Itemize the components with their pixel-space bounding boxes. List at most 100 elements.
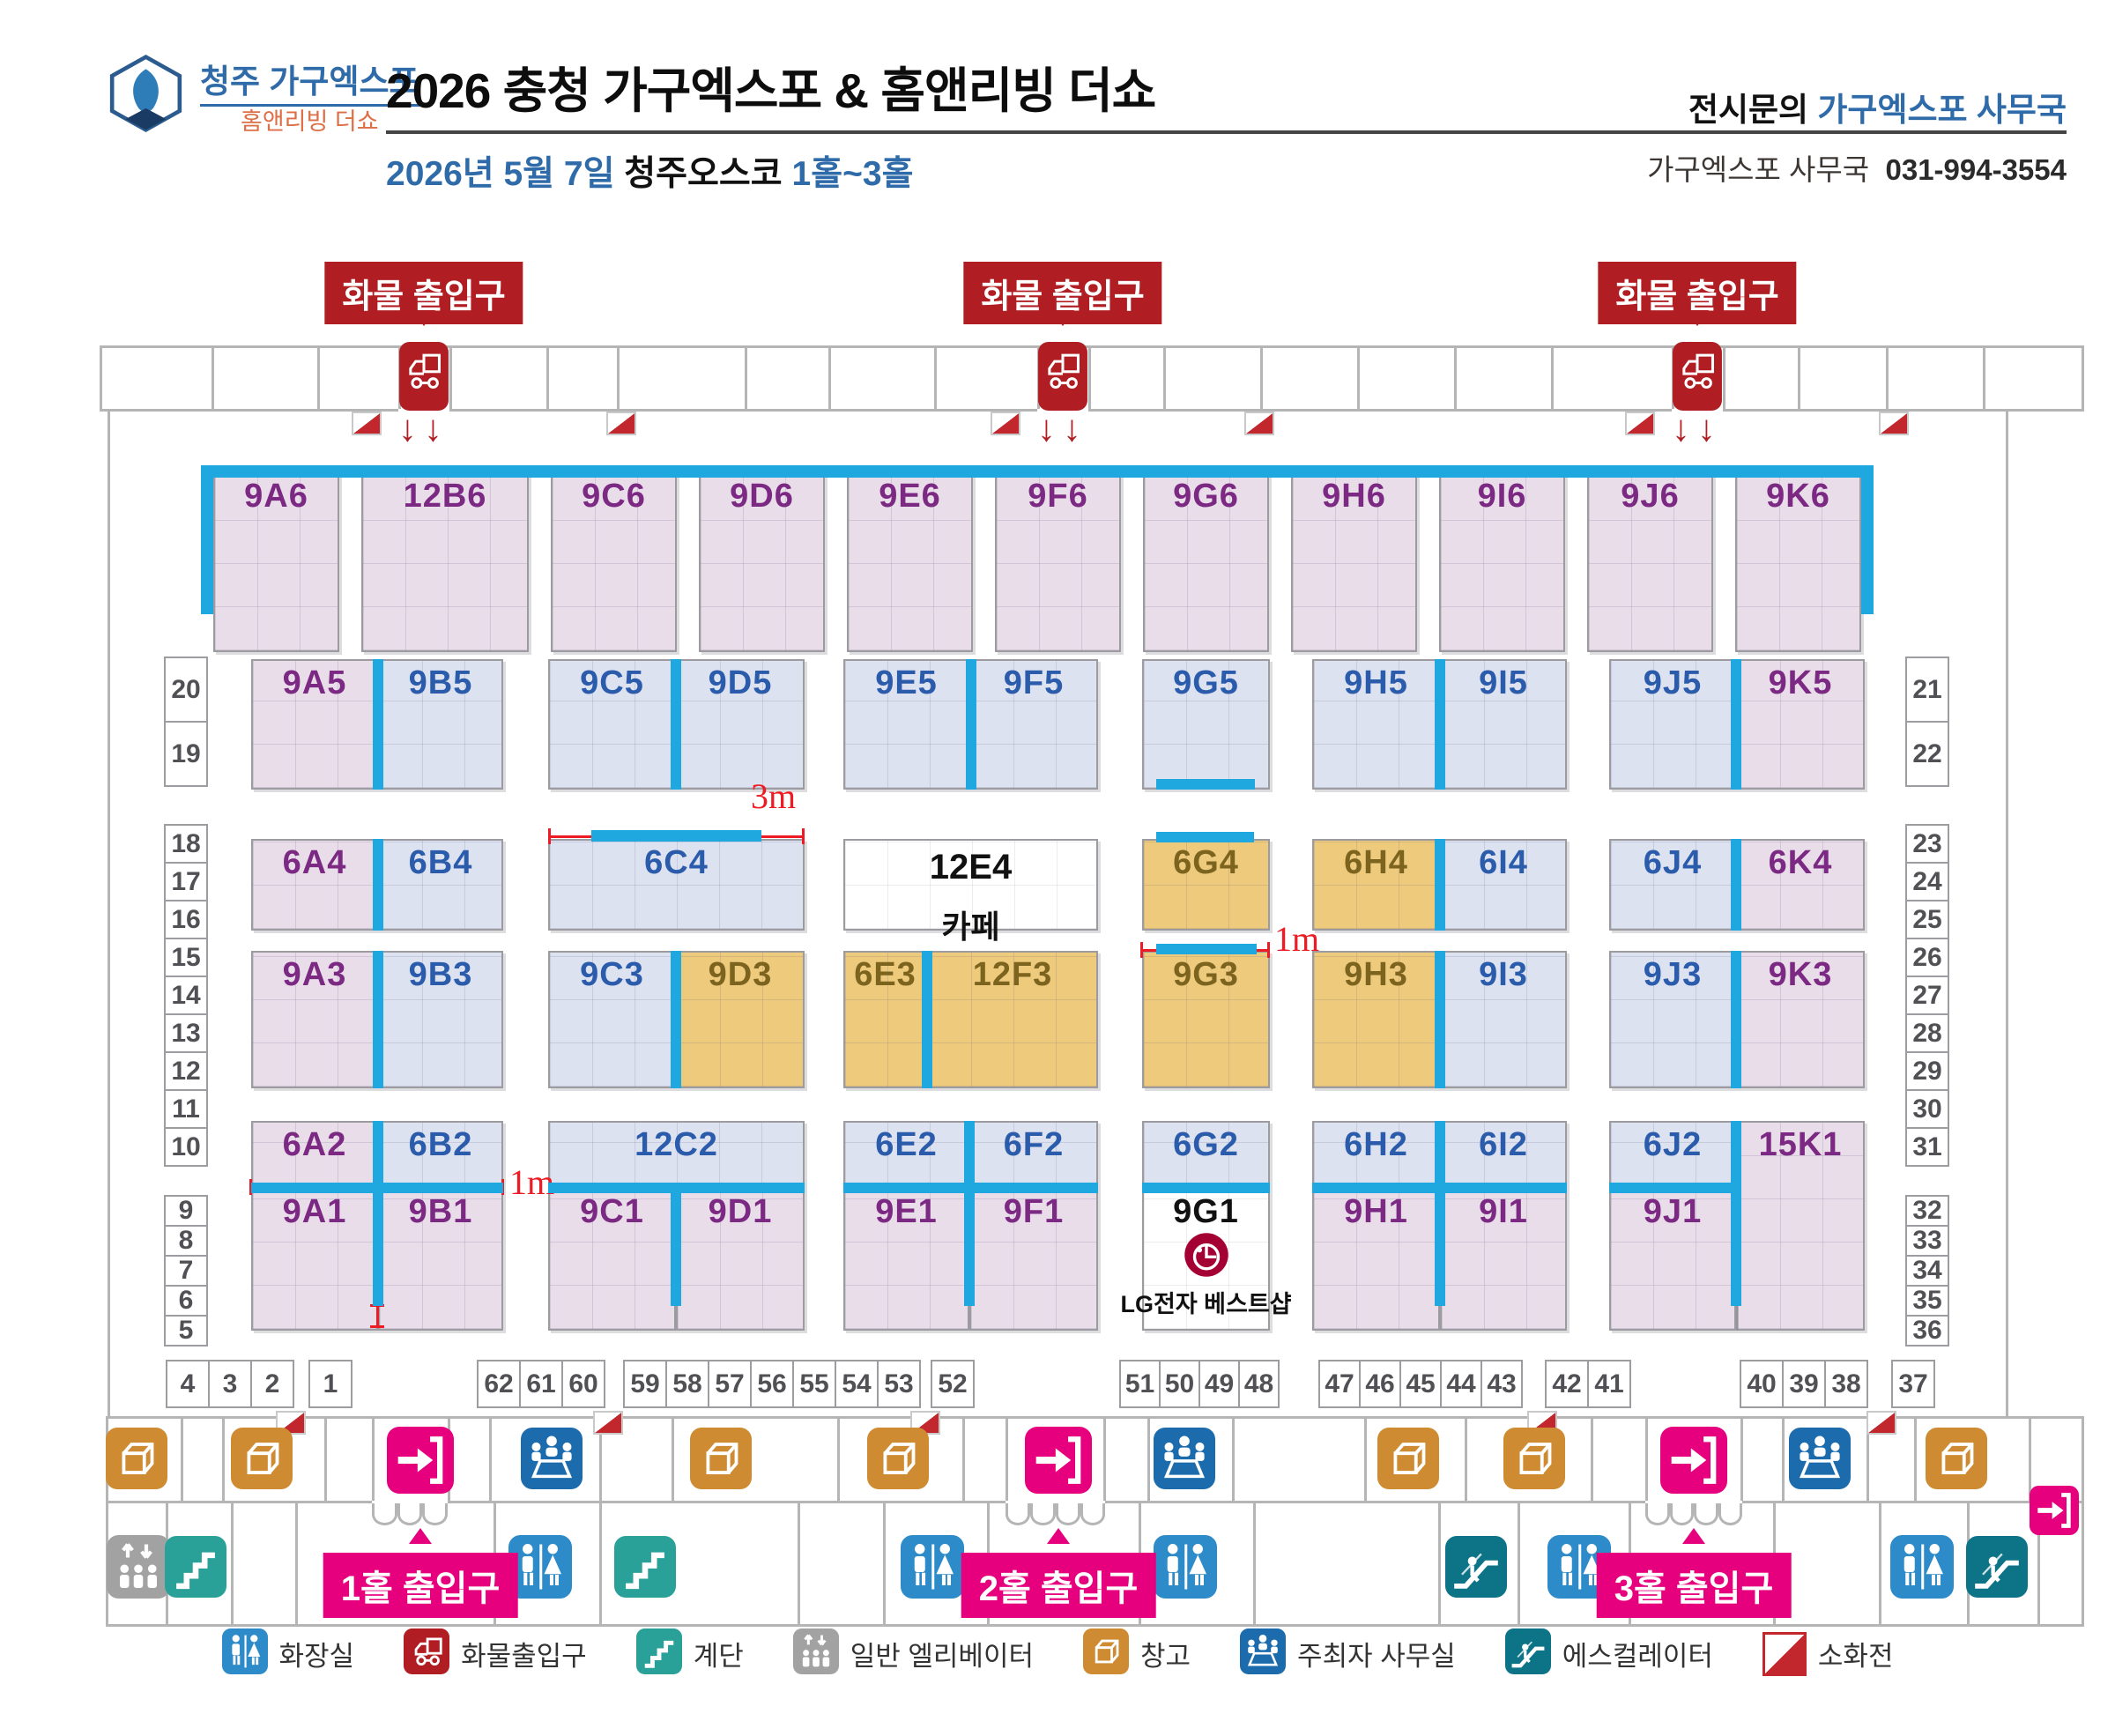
aisle-marker [671,951,681,1088]
wall [1723,345,1725,409]
wall [1723,409,2082,412]
booth-9F5: 9F5 [969,659,1098,790]
toilet-icon [508,1535,572,1603]
organizer-icon [1154,1428,1215,1494]
door-arc [422,1503,449,1525]
cafe-label: 카페 [941,909,1000,945]
organizer-icon [1789,1428,1851,1494]
plan-number-58: 58 [665,1360,709,1408]
plan-number-19: 19 [164,721,208,787]
wall [2082,1416,2084,1627]
hall-entrance-label-2: 2홀 출입구 [961,1553,1156,1618]
booth-9F6: 9F6 [995,472,1121,652]
wall [2037,1501,2040,1624]
dimension-tick [1267,942,1270,958]
wall [798,1501,800,1624]
booth-label: 9H6 [1322,478,1386,515]
aisle-marker [1435,839,1445,931]
booth-label: 9G1 [1173,1193,1239,1230]
warehouse-icon [1377,1428,1439,1494]
booth-label: 6J2 [1643,1126,1703,1163]
plan-number-45: 45 [1399,1360,1442,1408]
fire-hydrant-icon [1762,1631,1807,1676]
booth-9I3: 9I3 [1440,951,1567,1088]
wall [617,345,620,409]
booth-label: 9J1 [1643,1193,1703,1230]
plan-number-54: 54 [835,1360,879,1408]
plan-number-62: 62 [477,1360,521,1408]
booth-label: 9K5 [1768,664,1833,701]
legend-item-warehouse: 창고 [1083,1628,1191,1679]
legend-item-organizer: 주최자 사무실 [1240,1628,1456,1679]
aisle-marker [671,659,681,790]
wall [1879,1501,1881,1624]
booth-9C5: 9C5 [548,659,676,790]
lg-logo-icon [1183,1231,1230,1283]
wall [448,1501,1006,1503]
warehouse-icon [867,1428,929,1494]
aisle-marker [591,830,761,842]
wall [449,409,1037,412]
booth-9A3: 9A3 [251,951,378,1088]
escalator-icon [1966,1536,2028,1602]
booth-label: 6G2 [1173,1126,1239,1163]
booth-label: 9A1 [282,1193,347,1230]
plan-number-52: 52 [931,1360,975,1408]
booth-label: 6I2 [1479,1126,1528,1163]
wall [181,1416,183,1501]
legend-label: 소화전 [1817,1641,1894,1672]
booth-12F3: 12F3 [927,951,1098,1088]
toilet-icon [901,1535,964,1603]
plan-number-36: 36 [1905,1315,1949,1347]
dimension-tick [548,828,551,844]
plan-number-43: 43 [1480,1360,1523,1408]
plan-number-57: 57 [708,1360,752,1408]
booth-9G6: 9G6 [1143,472,1269,652]
plan-number-47: 47 [1318,1360,1361,1408]
cargo-direction-arrows: ↓↓ [398,407,449,449]
booth-6J2: 6J2 [1609,1121,1736,1188]
warehouse-icon [106,1428,167,1494]
wall [1798,345,1800,409]
aisle-marker [548,1183,805,1193]
wall [1454,345,1457,409]
aisle-marker [201,465,1874,478]
booth-9K5: 9K5 [1736,659,1865,790]
booth-label: 9B3 [408,956,473,993]
aisle-marker [1731,951,1741,1088]
wall [108,409,110,1419]
booth-9A1: 9A1 [251,1188,378,1331]
booth-label: 9E6 [879,478,941,515]
hall-label-pointer [409,1528,432,1544]
booth-label: 6E3 [854,956,916,993]
booth-6A2: 6A2 [251,1121,378,1188]
elevator-icon [792,1628,839,1679]
booth-9B3: 9B3 [378,951,503,1088]
plan-number-28: 28 [1905,1013,1949,1053]
warehouse-icon [231,1428,293,1494]
wall [546,345,549,409]
wall [295,1501,298,1624]
booth-label: 6A4 [282,844,347,881]
booth-9A6: 9A6 [213,472,339,652]
wall [106,1416,108,1627]
booth-9D3: 9D3 [676,951,805,1088]
booth-label: 15K1 [1758,1126,1843,1163]
aisle-marker [1731,659,1741,790]
plan-number-5: 5 [164,1315,208,1347]
plan-number-7: 7 [164,1255,208,1287]
door-arc [1645,1503,1670,1525]
aisle-marker [1435,951,1445,1088]
plan-number-48: 48 [1238,1360,1280,1408]
booth-6A4: 6A4 [251,839,378,931]
wall [828,345,831,409]
booth-label: 12C2 [634,1126,718,1163]
booth-6F2: 6F2 [969,1121,1098,1188]
fire-hydrant-icon [991,412,1020,435]
booth-label: 9F1 [1003,1193,1065,1230]
header-rule [386,130,2067,134]
booth-label: 9C1 [580,1193,644,1230]
booth-12B6: 12B6 [361,472,529,652]
booth-label: 9G3 [1173,956,1239,993]
aisle-marker [1156,779,1255,790]
